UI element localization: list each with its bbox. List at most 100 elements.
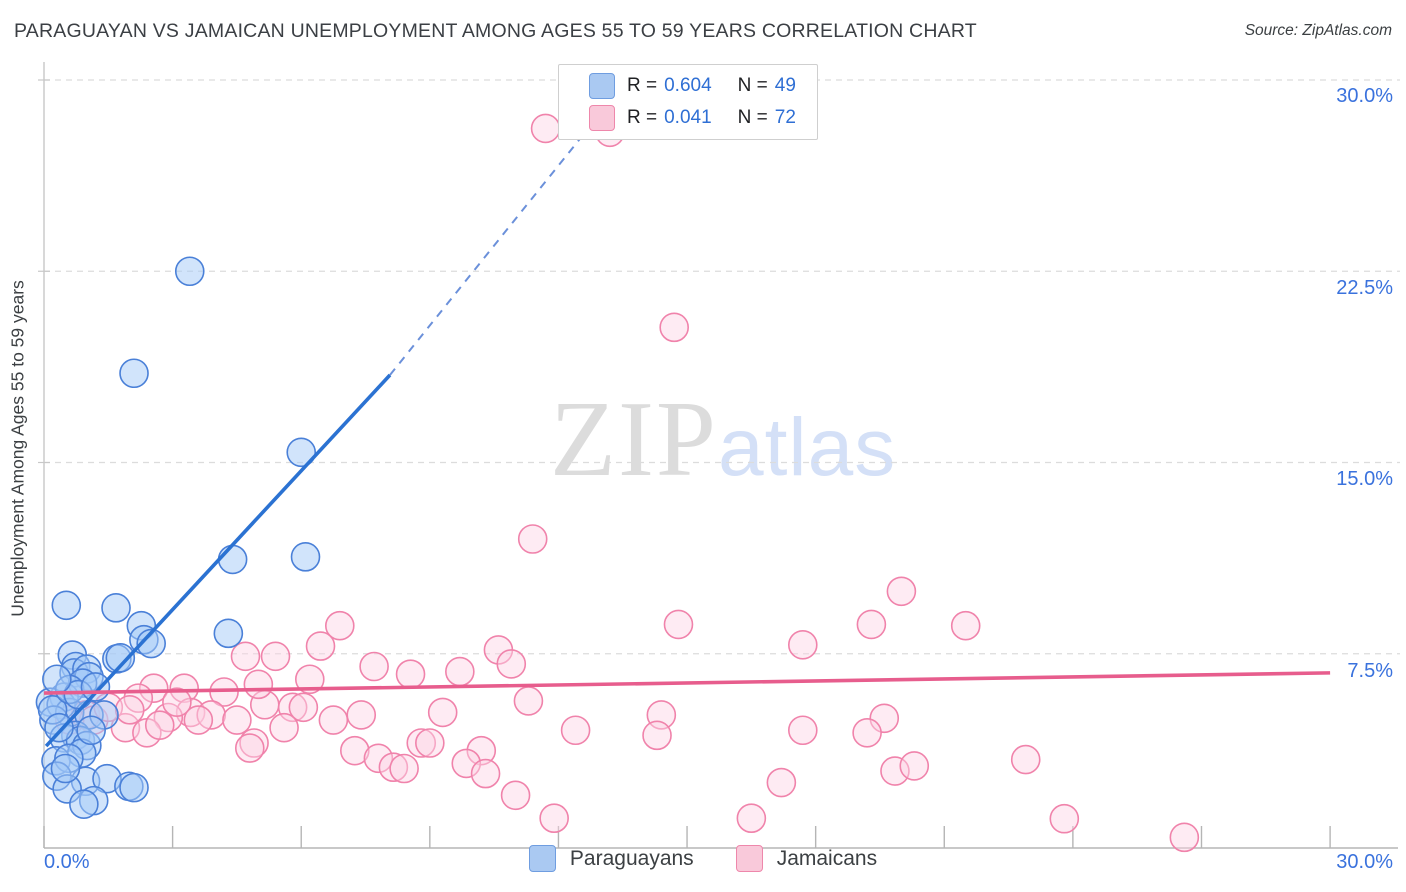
data-point-jamaicans xyxy=(243,669,274,700)
data-point-jamaicans xyxy=(530,113,561,144)
data-point-jamaicans xyxy=(318,705,349,735)
r-value: 0.604 xyxy=(664,75,712,96)
data-point-jamaicans xyxy=(144,710,175,740)
data-point-paraguayans xyxy=(51,590,82,621)
data-point-jamaicans xyxy=(406,728,437,758)
data-point-jamaicans xyxy=(162,687,192,718)
data-point-jamaicans xyxy=(325,610,355,641)
data-point-jamaicans xyxy=(787,715,818,746)
data-point-paraguayans xyxy=(80,672,111,702)
legend-label-paraguayans: Paraguayans xyxy=(569,846,694,870)
data-point-jamaicans xyxy=(340,735,370,766)
data-point-jamaicans xyxy=(230,641,261,672)
data-point-jamaicans xyxy=(183,705,214,735)
data-point-jamaicans xyxy=(363,743,394,774)
jamaicans-color-icon xyxy=(735,845,763,872)
data-point-jamaicans xyxy=(294,664,325,695)
data-point-jamaicans xyxy=(169,673,199,703)
paraguayans-trendline-dashed xyxy=(389,67,638,376)
data-point-paraguayans xyxy=(174,256,205,287)
data-point-jamaicans xyxy=(1169,822,1200,853)
data-point-jamaicans xyxy=(114,695,145,725)
data-point-paraguayans xyxy=(69,789,99,820)
data-point-jamaicans xyxy=(138,673,169,703)
r-label: R = xyxy=(627,75,658,96)
data-point-paraguayans xyxy=(42,664,72,695)
data-point-paraguayans xyxy=(136,628,166,659)
legend-label-jamaicans: Jamaicans xyxy=(776,846,878,870)
r-label: R = xyxy=(627,107,658,128)
data-point-jamaicans xyxy=(513,686,544,716)
data-point-jamaicans xyxy=(886,576,917,607)
data-point-jamaicans xyxy=(856,609,887,640)
paraguayans-swatch-icon xyxy=(589,73,615,99)
data-point-jamaicans xyxy=(517,524,548,554)
data-point-jamaicans xyxy=(470,758,501,789)
data-point-paraguayans xyxy=(213,618,244,649)
data-point-jamaicans xyxy=(305,631,336,661)
data-point-jamaicans xyxy=(427,697,458,728)
data-point-jamaicans xyxy=(1010,744,1041,775)
data-point-jamaicans xyxy=(496,649,527,679)
data-point-jamaicans xyxy=(288,692,319,723)
data-point-paraguayans xyxy=(105,643,136,673)
y-tick-label-7-5: 7.5% xyxy=(1347,660,1393,682)
data-point-jamaicans xyxy=(736,803,767,834)
data-point-paraguayans xyxy=(50,753,81,784)
data-point-paraguayans xyxy=(290,542,321,572)
data-point-jamaicans xyxy=(389,753,419,784)
data-point-jamaicans xyxy=(395,659,426,689)
data-point-jamaicans xyxy=(466,735,497,766)
data-point-jamaicans xyxy=(787,630,818,660)
data-point-jamaicans xyxy=(269,712,299,743)
data-point-jamaicans xyxy=(852,717,882,748)
data-point-jamaicans xyxy=(663,609,694,640)
y-tick-label-30: 30.0% xyxy=(1336,85,1393,107)
data-point-jamaicans xyxy=(560,715,591,746)
data-point-jamaicans xyxy=(260,641,291,672)
y-tick-label-22-5: 22.5% xyxy=(1336,277,1393,299)
data-point-jamaicans xyxy=(880,756,910,786)
x-axis-label-max: 30.0% xyxy=(1336,851,1393,873)
r-value: 0.041 xyxy=(664,107,712,128)
paraguayans-color-icon xyxy=(528,845,556,872)
data-point-jamaicans xyxy=(659,312,689,343)
data-point-jamaicans xyxy=(239,728,269,758)
data-point-jamaicans xyxy=(378,752,409,783)
jamaicans-swatch-icon xyxy=(589,105,615,131)
correlation-legend: R = 0.604 N = 49 R = 0.041 N = 72 xyxy=(558,64,818,140)
data-point-jamaicans xyxy=(899,751,930,781)
data-point-paraguayans xyxy=(101,593,131,623)
legend-row-jamaicans: R = 0.041 N = 72 xyxy=(589,104,817,132)
series-legend: Paraguayans Jamaicans xyxy=(0,845,1406,872)
data-point-jamaicans xyxy=(642,720,672,751)
data-point-jamaicans xyxy=(222,705,252,735)
data-point-jamaicans xyxy=(766,767,797,798)
n-label: N = xyxy=(737,107,768,128)
data-point-paraguayans xyxy=(286,437,317,468)
n-value: 49 xyxy=(774,75,796,96)
y-axis-title: Unemployment Among Ages 55 to 59 years xyxy=(7,280,28,617)
data-point-jamaicans xyxy=(234,733,265,763)
legend-item-jamaicans: Jamaicans xyxy=(735,845,878,872)
n-value: 72 xyxy=(774,107,796,128)
n-label: N = xyxy=(737,75,768,96)
data-point-jamaicans xyxy=(415,728,445,758)
paraguayans-trendline-solid xyxy=(44,373,392,748)
data-point-jamaicans xyxy=(451,748,482,779)
jamaicans-trendline xyxy=(43,671,1331,695)
data-point-paraguayans xyxy=(119,358,149,389)
data-point-jamaicans xyxy=(1049,803,1080,834)
data-point-paraguayans xyxy=(217,544,248,575)
data-point-jamaicans xyxy=(950,610,981,641)
legend-row-paraguayans: R = 0.604 N = 49 xyxy=(589,72,817,100)
legend-item-paraguayans: Paraguayans xyxy=(528,845,694,872)
x-axis-label-min: 0.0% xyxy=(44,851,90,873)
data-point-jamaicans xyxy=(346,700,377,730)
data-point-paraguayans xyxy=(44,712,74,743)
data-point-jamaicans xyxy=(500,780,531,811)
page-title: PARAGUAYAN VS JAMAICAN UNEMPLOYMENT AMON… xyxy=(14,20,977,42)
y-tick-label-15: 15.0% xyxy=(1336,468,1393,490)
